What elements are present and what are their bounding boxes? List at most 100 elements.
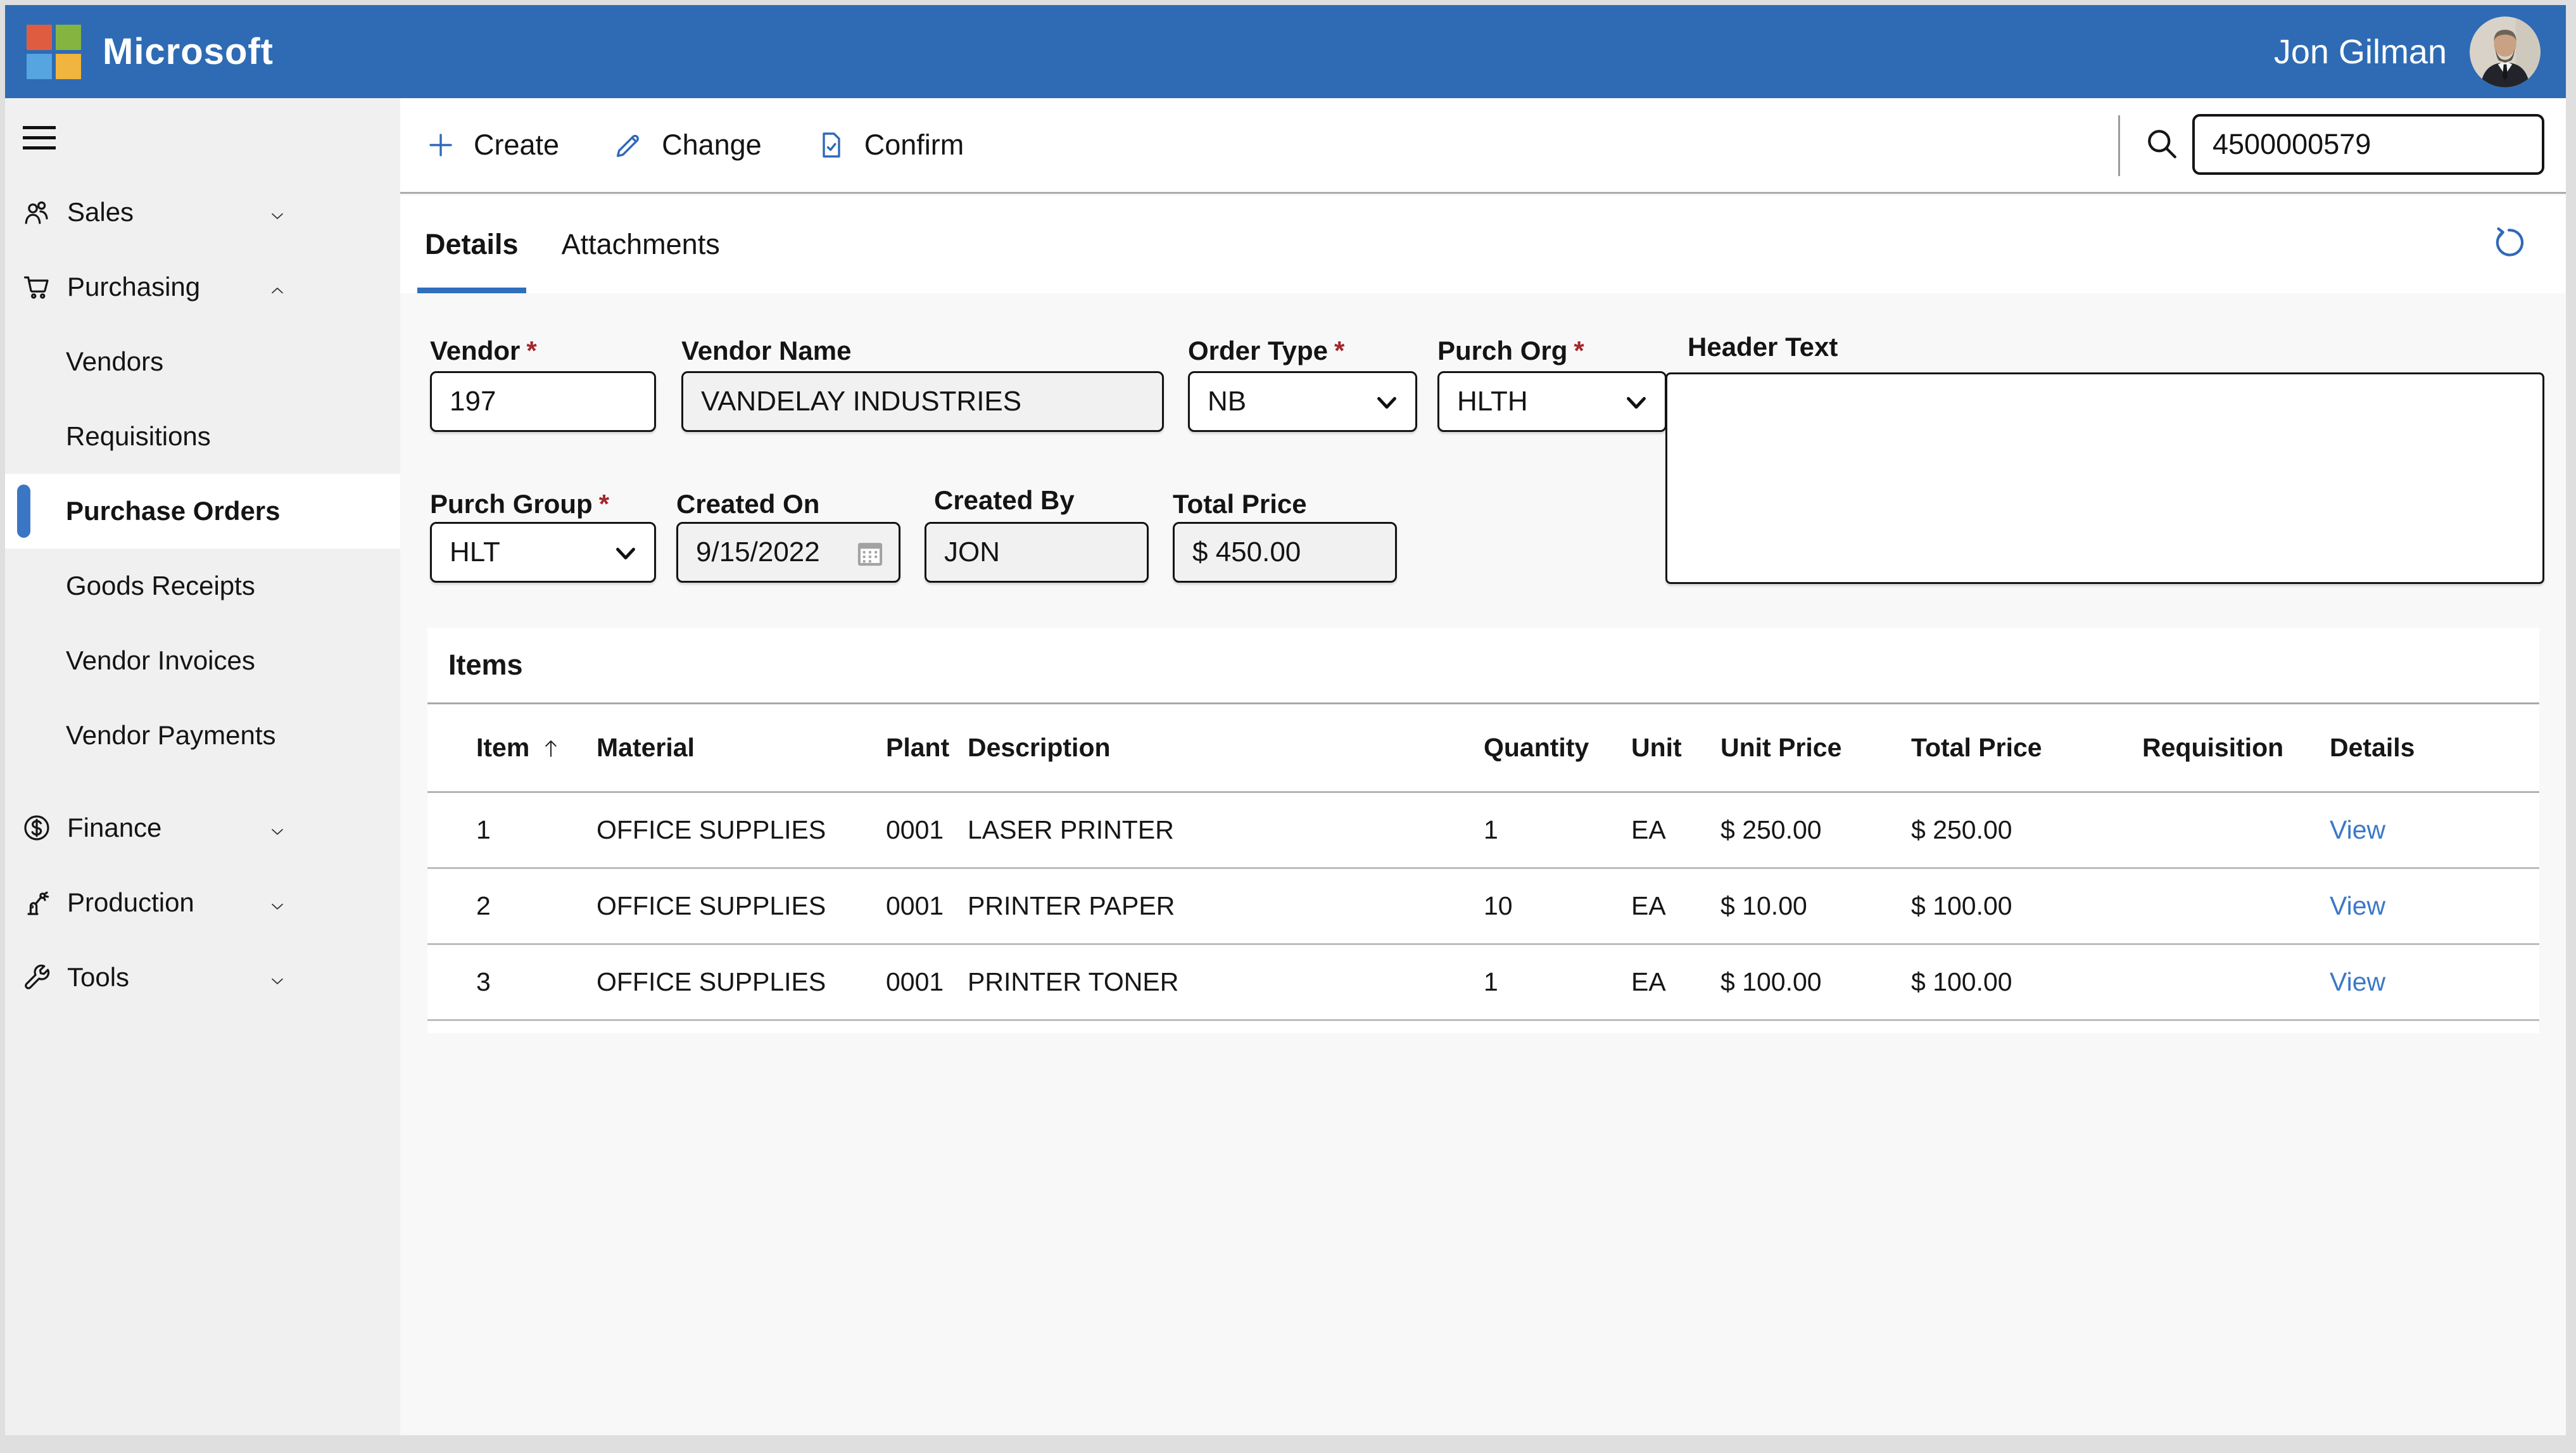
document-check-icon	[816, 130, 847, 160]
column-header-material[interactable]: Material	[597, 733, 886, 763]
column-header-quantity[interactable]: Quantity	[1484, 733, 1631, 763]
cell-unit: EA	[1631, 815, 1720, 845]
header-text-label: Header Text	[1688, 332, 1838, 362]
cell-material: OFFICE SUPPLIES	[597, 815, 886, 845]
logo-square-blue	[27, 54, 52, 79]
cell-material: OFFICE SUPPLIES	[597, 967, 886, 997]
chevron-down-icon	[267, 967, 287, 987]
tab-bar: Details Attachments	[400, 196, 2566, 293]
cell-unit-price: $ 100.00	[1720, 967, 1911, 997]
wrench-icon	[22, 962, 52, 993]
vendor-label: Vendor*	[430, 336, 537, 366]
sort-ascending-icon	[540, 737, 562, 759]
change-button-label: Change	[662, 129, 762, 162]
people-icon	[22, 197, 52, 227]
sidebar-item-requisitions[interactable]: Requisitions	[5, 399, 400, 474]
logo-square-green	[56, 25, 81, 50]
robot-arm-icon	[22, 887, 52, 918]
sidebar-item-finance[interactable]: Finance	[5, 790, 400, 865]
app-window: Microsoft Jon Gilman	[5, 5, 2566, 1435]
sidebar-item-vendor-payments[interactable]: Vendor Payments	[5, 698, 400, 773]
cell-quantity: 1	[1484, 967, 1631, 997]
column-header-item[interactable]: Item	[476, 733, 597, 763]
sidebar-item-vendors[interactable]: Vendors	[5, 324, 400, 399]
microsoft-logo-icon	[27, 25, 81, 79]
column-header-details[interactable]: Details	[2330, 733, 2539, 763]
sidebar-item-label: Purchasing	[67, 272, 200, 302]
confirm-button-label: Confirm	[864, 129, 964, 162]
tab-attachments[interactable]: Attachments	[558, 196, 724, 293]
order-type-value: NB	[1208, 386, 1246, 417]
created-on-label: Created On	[676, 489, 819, 519]
sidebar-nav: Sales Purchasing	[5, 175, 400, 1015]
user-avatar[interactable]	[2470, 16, 2541, 87]
vendor-field[interactable]	[430, 371, 656, 432]
table-row: 1 OFFICE SUPPLIES 0001 LASER PRINTER 1 E…	[427, 793, 2539, 869]
column-header-plant[interactable]: Plant	[886, 733, 968, 763]
order-type-label: Order Type*	[1188, 336, 1344, 366]
purch-group-dropdown[interactable]: HLT	[430, 522, 656, 583]
sidebar-item-label: Requisitions	[66, 421, 211, 452]
sidebar-item-label: Finance	[67, 813, 161, 843]
chevron-down-icon	[267, 202, 287, 222]
created-by-label: Created By	[934, 485, 1075, 516]
column-header-description[interactable]: Description	[968, 733, 1484, 763]
column-header-unit[interactable]: Unit	[1631, 733, 1720, 763]
purch-org-dropdown[interactable]: HLTH	[1437, 371, 1667, 432]
cell-quantity: 1	[1484, 815, 1631, 845]
required-marker: *	[1574, 336, 1584, 365]
sidebar-item-vendor-invoices[interactable]: Vendor Invoices	[5, 623, 400, 698]
column-header-total-price[interactable]: Total Price	[1911, 733, 2142, 763]
sidebar-item-label: Purchase Orders	[66, 496, 281, 526]
cell-total-price: $ 250.00	[1911, 815, 2142, 845]
dollar-icon	[22, 813, 52, 843]
tab-details[interactable]: Details	[421, 196, 522, 293]
cart-icon	[22, 272, 52, 302]
logo-square-red	[27, 25, 52, 50]
sidebar-item-label: Sales	[67, 197, 134, 227]
sidebar-item-tools[interactable]: Tools	[5, 940, 400, 1015]
column-header-requisition[interactable]: Requisition	[2142, 733, 2330, 763]
cell-description: PRINTER PAPER	[968, 891, 1484, 921]
pencil-icon	[614, 130, 644, 160]
cell-plant: 0001	[886, 891, 968, 921]
sidebar: Sales Purchasing	[5, 98, 400, 1435]
created-by-field	[925, 522, 1149, 583]
view-details-link[interactable]: View	[2330, 967, 2539, 997]
cell-material: OFFICE SUPPLIES	[597, 891, 886, 921]
column-header-unit-price[interactable]: Unit Price	[1720, 733, 1911, 763]
chevron-down-icon	[1372, 388, 1401, 417]
table-row: 2 OFFICE SUPPLIES 0001 PRINTER PAPER 10 …	[427, 869, 2539, 945]
search-input[interactable]	[2192, 114, 2544, 175]
brand-title: Microsoft	[103, 30, 274, 73]
chevron-down-icon	[1622, 388, 1651, 417]
cell-unit-price: $ 10.00	[1720, 891, 1911, 921]
purch-org-value: HLTH	[1457, 386, 1528, 417]
total-price-field	[1173, 522, 1397, 583]
refresh-icon[interactable]	[2491, 225, 2527, 260]
view-details-link[interactable]: View	[2330, 891, 2539, 921]
cell-item: 1	[476, 815, 597, 845]
view-details-link[interactable]: View	[2330, 815, 2539, 845]
sidebar-item-sales[interactable]: Sales	[5, 175, 400, 250]
sidebar-item-purchasing[interactable]: Purchasing	[5, 250, 400, 324]
header-text-field[interactable]	[1665, 372, 2544, 584]
sidebar-item-production[interactable]: Production	[5, 865, 400, 940]
hamburger-menu-icon[interactable]	[23, 126, 56, 149]
confirm-button[interactable]: Confirm	[816, 129, 964, 162]
vendor-name-label: Vendor Name	[681, 336, 851, 366]
sidebar-item-purchase-orders[interactable]: Purchase Orders	[5, 474, 400, 549]
toolbar-divider	[2118, 115, 2120, 176]
items-panel: Items Item Material Plant Description Qu…	[427, 628, 2539, 1033]
sidebar-item-label: Vendors	[66, 346, 163, 377]
cell-total-price: $ 100.00	[1911, 967, 2142, 997]
create-button[interactable]: Create	[426, 129, 559, 162]
sidebar-item-label: Goods Receipts	[66, 571, 255, 601]
created-on-value: 9/15/2022	[696, 536, 820, 568]
order-type-dropdown[interactable]: NB	[1188, 371, 1417, 432]
cell-plant: 0001	[886, 967, 968, 997]
change-button[interactable]: Change	[614, 129, 762, 162]
search-icon	[2143, 125, 2181, 163]
cell-description: LASER PRINTER	[968, 815, 1484, 845]
sidebar-item-goods-receipts[interactable]: Goods Receipts	[5, 549, 400, 623]
